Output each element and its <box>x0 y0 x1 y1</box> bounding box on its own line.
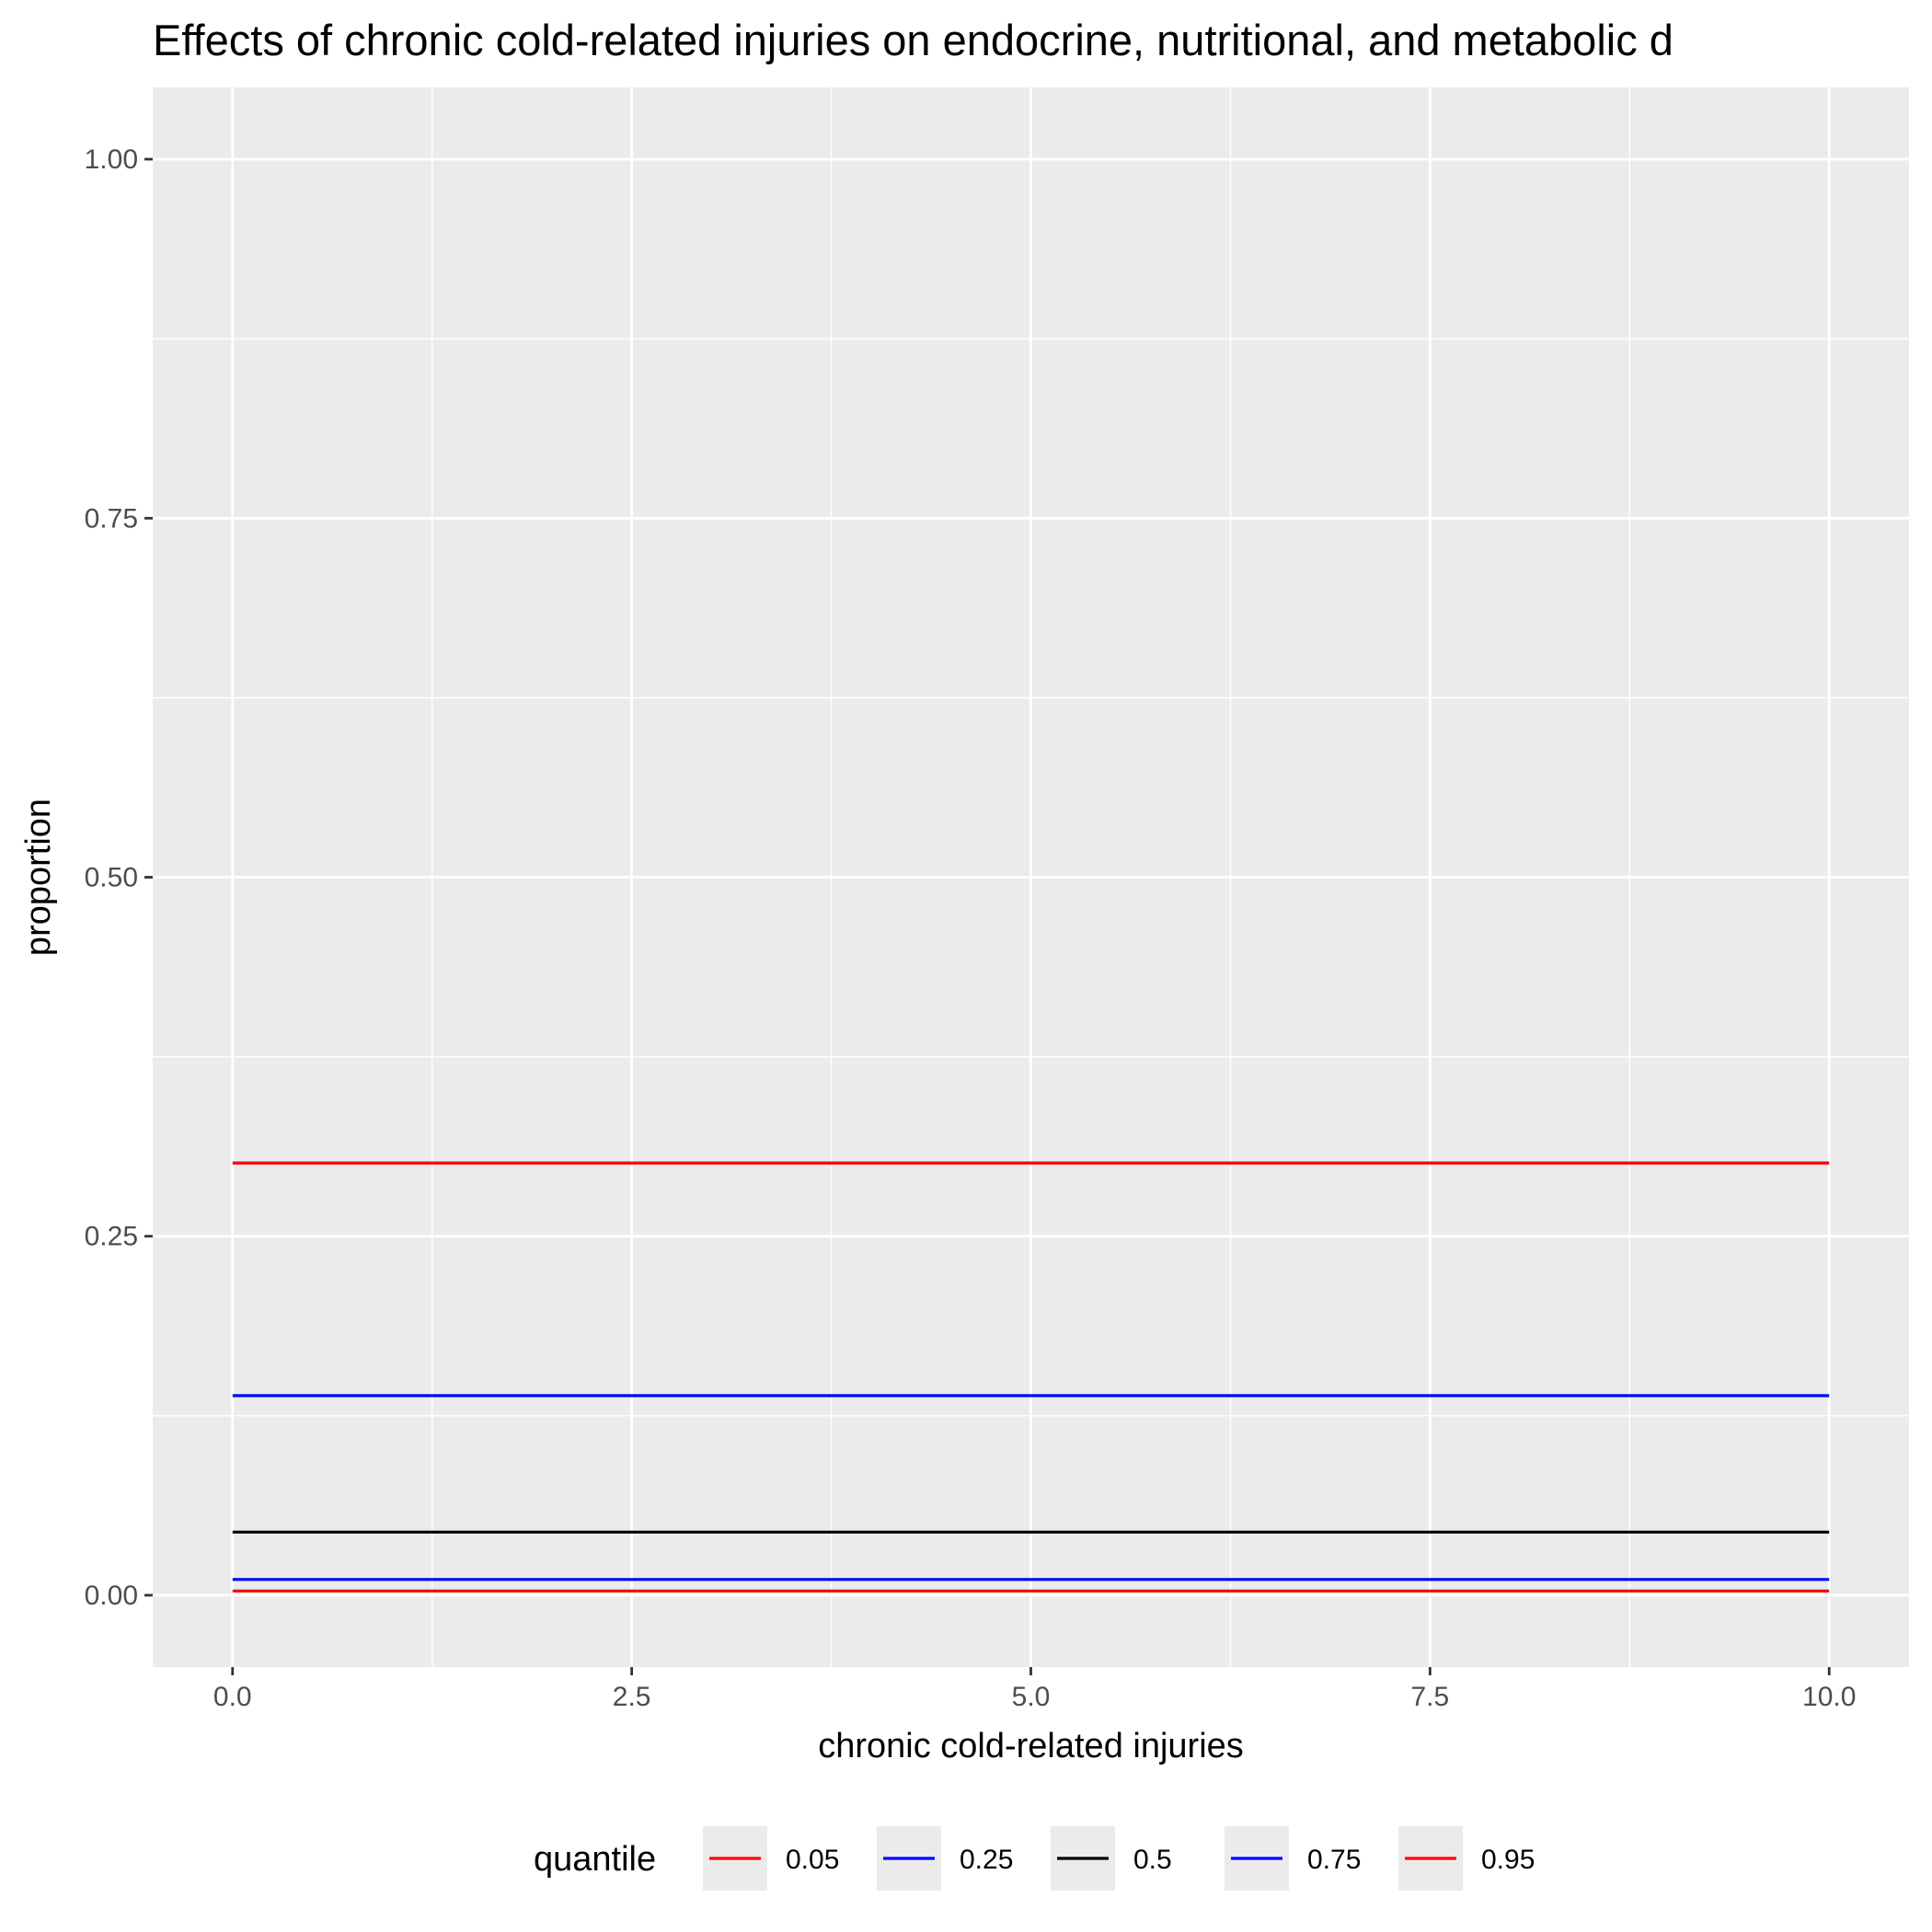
legend-label-0.5: 0.5 <box>1133 1845 1172 1875</box>
x-axis-title: chronic cold-related injuries <box>818 1727 1244 1765</box>
y-tick-label: 0.00 <box>85 1581 138 1611</box>
x-tick-label: 0.0 <box>213 1682 252 1712</box>
series-lines <box>232 1161 1830 1593</box>
y-tick-label: 0.25 <box>85 1222 138 1252</box>
x-tick-label: 5.0 <box>1012 1682 1051 1712</box>
x-axis: 0.0 2.5 5.0 7.5 10.0 <box>213 1667 1856 1712</box>
y-tick-label: 1.00 <box>85 144 138 175</box>
x-tick-label: 10.0 <box>1802 1682 1856 1712</box>
chart-title: Effects of chronic cold-related injuries… <box>153 16 1673 64</box>
legend-label-0.05: 0.05 <box>786 1845 839 1875</box>
legend-label-0.75: 0.75 <box>1307 1845 1361 1875</box>
x-tick-label: 2.5 <box>613 1682 651 1712</box>
legend-title: quantile <box>534 1840 656 1879</box>
x-tick-label: 7.5 <box>1411 1682 1450 1712</box>
legend-items: 0.05 0.25 0.5 0.75 0.95 <box>703 1826 1535 1891</box>
y-axis: 0.00 0.25 0.50 0.75 1.00 <box>85 144 153 1611</box>
legend-label-0.95: 0.95 <box>1481 1845 1535 1875</box>
legend-label-0.25: 0.25 <box>960 1845 1013 1875</box>
y-tick-label: 0.75 <box>85 503 138 534</box>
major-gridlines <box>153 87 1909 1667</box>
legend: quantile 0.05 0.25 0.5 0.75 0.95 <box>534 1826 1535 1891</box>
y-axis-title: proportion <box>19 799 58 956</box>
y-tick-label: 0.50 <box>85 863 138 893</box>
